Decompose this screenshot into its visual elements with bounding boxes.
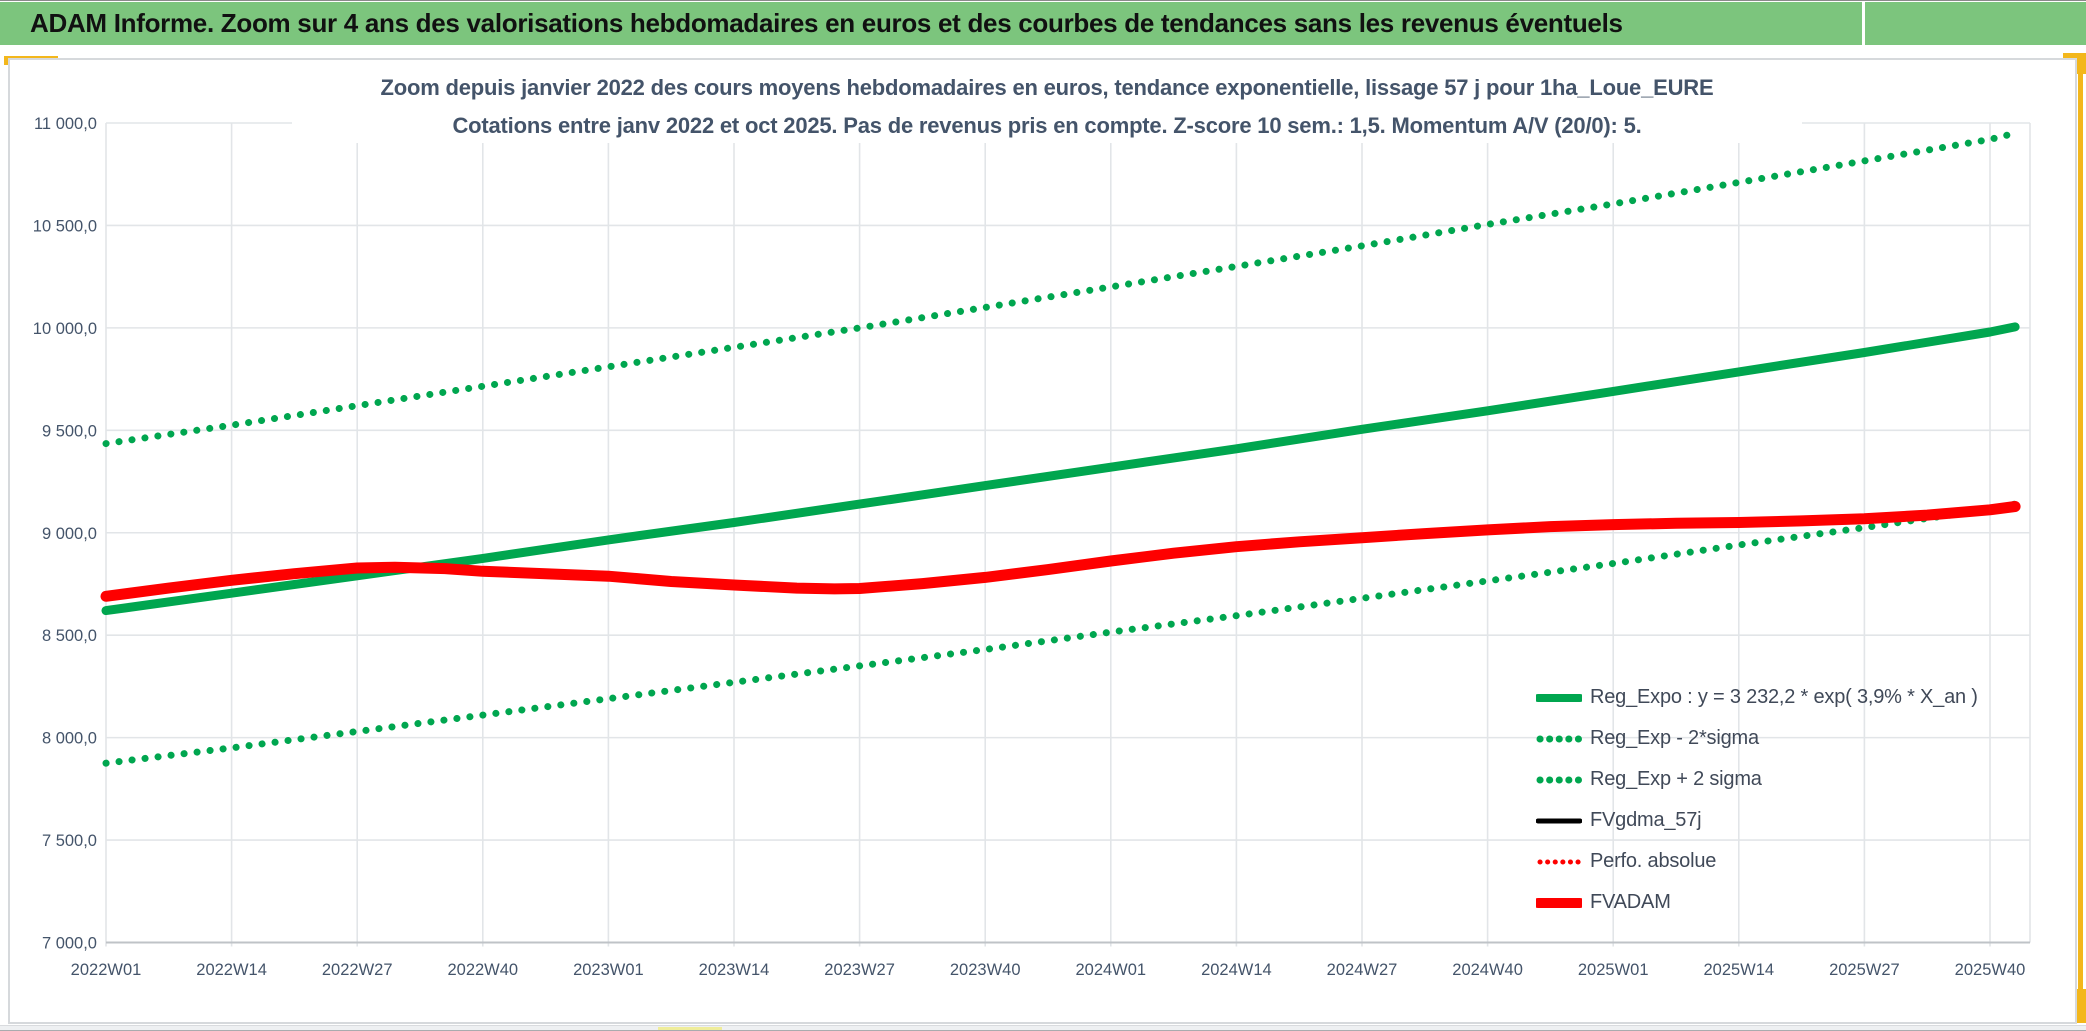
x-axis-tick-label: 2023W40 bbox=[950, 961, 1021, 979]
chart-title: Zoom depuis janvier 2022 des cours moyen… bbox=[292, 71, 1802, 143]
horizontal-scrollbar-thumb[interactable] bbox=[658, 1027, 722, 1031]
chart-title-line2: Cotations entre janv 2022 et oct 2025. P… bbox=[452, 113, 1642, 138]
x-axis-tick-label: 2023W14 bbox=[699, 961, 770, 979]
series-line-fvadam bbox=[100, 501, 2021, 602]
chart-title-line1: Zoom depuis janvier 2022 des cours moyen… bbox=[380, 75, 1714, 100]
x-axis-tick-label: 2022W01 bbox=[71, 961, 142, 979]
horizontal-scrollbar-track[interactable] bbox=[0, 1025, 2086, 1031]
legend-marker-solid-black-icon bbox=[1536, 818, 1582, 823]
x-axis-tick-label: 2022W14 bbox=[196, 961, 267, 979]
header-bar: ADAM Informe. Zoom sur 4 ans des valoris… bbox=[0, 2, 2086, 45]
y-axis-tick-label: 8 500,0 bbox=[42, 627, 97, 645]
legend-item-reg-exp-minus-2sigma[interactable]: Reg_Exp - 2*sigma bbox=[1536, 718, 1978, 759]
legend-item-fvgdma-57j[interactable]: FVgdma_57j bbox=[1536, 800, 1978, 841]
x-axis-tick-label: 2024W01 bbox=[1075, 961, 1146, 979]
x-axis-tick-label: 2025W01 bbox=[1578, 961, 1649, 979]
x-axis-tick-label: 2023W01 bbox=[573, 961, 644, 979]
y-axis-tick-label: 10 500,0 bbox=[33, 217, 97, 235]
x-axis-tick-label: 2024W27 bbox=[1327, 961, 1398, 979]
x-axis-tick-label: 2025W14 bbox=[1703, 961, 1774, 979]
y-axis-tick-label: 11 000,0 bbox=[34, 115, 97, 133]
yellow-accent-right-edge bbox=[2078, 74, 2083, 989]
legend-item-reg-exp-plus-2sigma[interactable]: Reg_Exp + 2 sigma bbox=[1536, 759, 1978, 800]
y-axis-tick-label: 9 500,0 bbox=[42, 422, 97, 440]
header-column-divider bbox=[1862, 2, 1865, 45]
legend-marker-solid-red-icon bbox=[1536, 897, 1582, 908]
page-title: ADAM Informe. Zoom sur 4 ans des valoris… bbox=[30, 8, 1623, 38]
legend-marker-dotted-green-icon bbox=[1536, 776, 1582, 783]
chart-area bbox=[8, 58, 2077, 1024]
series-line-reg-exp-plus-2sigma bbox=[102, 129, 2019, 448]
legend-item-fvadam[interactable]: FVADAM bbox=[1536, 882, 1978, 923]
x-axis-tick-label: 2025W40 bbox=[1955, 961, 2026, 979]
x-axis-tick-label: 2022W27 bbox=[322, 961, 393, 979]
legend-marker-dotted-green-icon bbox=[1536, 735, 1582, 742]
y-axis-tick-label: 7 500,0 bbox=[42, 832, 97, 850]
y-axis-tick-label: 7 000,0 bbox=[42, 935, 97, 953]
series-line-reg-exp-minus-2sigma bbox=[102, 500, 2019, 767]
legend-item-perfo-absolue[interactable]: Perfo. absolue bbox=[1536, 841, 1978, 882]
legend-item-reg-expo[interactable]: Reg_Expo : y = 3 232,2 * exp( 3,9% * X_a… bbox=[1536, 677, 1978, 718]
legend-marker-dotted-red-icon bbox=[1537, 859, 1582, 864]
x-axis-tick-label: 2023W27 bbox=[824, 961, 895, 979]
x-axis-tick-label: 2024W40 bbox=[1452, 961, 1523, 979]
x-axis-tick-label: 2025W27 bbox=[1829, 961, 1900, 979]
y-axis-tick-label: 9 000,0 bbox=[42, 525, 97, 543]
y-axis-tick-label: 8 000,0 bbox=[42, 730, 97, 748]
chart-legend: Reg_Expo : y = 3 232,2 * exp( 3,9% * X_a… bbox=[1536, 677, 1978, 923]
legend-marker-solid-green-icon bbox=[1536, 693, 1582, 702]
y-axis-tick-label: 10 000,0 bbox=[33, 320, 97, 338]
x-axis-tick-label: 2022W40 bbox=[447, 961, 518, 979]
x-axis-tick-label: 2024W14 bbox=[1201, 961, 1272, 979]
